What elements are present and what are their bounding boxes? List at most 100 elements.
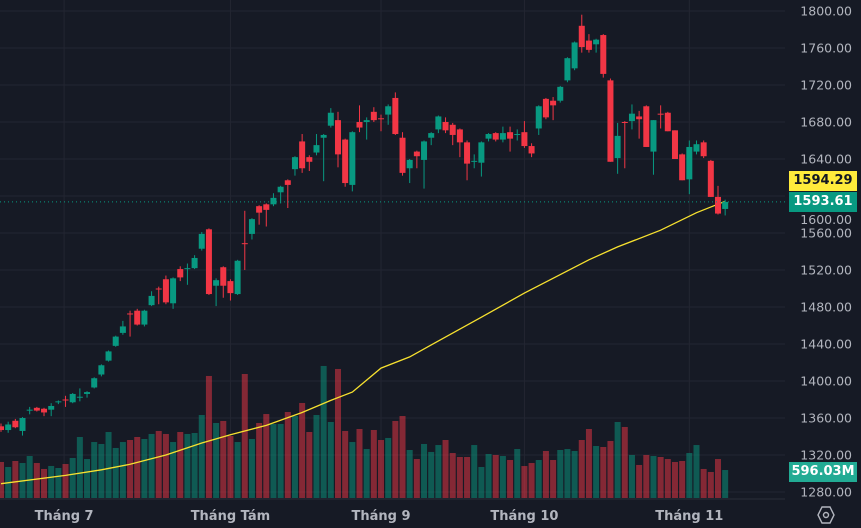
volume-bar <box>643 454 650 498</box>
moving-average-line <box>0 200 726 485</box>
volume-bar <box>119 442 126 498</box>
price-tick-label: 1520.00 <box>800 263 852 278</box>
candle-body <box>334 120 341 155</box>
candle-body <box>657 113 664 115</box>
volume-bar <box>33 463 40 498</box>
volume-bar <box>306 432 313 498</box>
volume-bar <box>26 456 33 498</box>
candle-body <box>428 133 435 138</box>
price-axis: 1800.00 1760.00 1720.00 1680.00 1640.00 1600.… <box>800 4 852 500</box>
candle-body <box>98 365 105 375</box>
volume-bar <box>234 442 241 498</box>
volume-bar <box>607 440 614 498</box>
volume-bar <box>84 459 91 498</box>
candle-body <box>0 426 4 431</box>
volume-bar <box>686 453 693 498</box>
volume-bar <box>191 432 198 498</box>
candle-body <box>621 122 628 123</box>
volume-bar <box>471 445 478 498</box>
volume-bar <box>277 423 284 498</box>
volume-bar <box>722 470 729 498</box>
candle-body <box>198 233 205 249</box>
volume-bar <box>528 463 535 498</box>
time-tick-label: Tháng 7 <box>35 509 94 524</box>
candle-body <box>485 134 492 139</box>
candle-body <box>306 157 313 162</box>
volume-bar <box>657 456 664 498</box>
candle-body <box>241 243 248 245</box>
candle-body <box>679 154 686 181</box>
candle-body <box>722 201 729 209</box>
candle-body <box>507 132 514 139</box>
volume-bar <box>600 446 607 498</box>
volume-bar <box>521 466 528 498</box>
volume-bar <box>69 457 76 498</box>
volume-bar <box>177 432 184 498</box>
candle-body <box>191 257 198 269</box>
volume-bar <box>162 433 169 498</box>
candle-body <box>62 399 69 401</box>
volume-bar <box>248 439 255 498</box>
candle-body <box>664 112 671 132</box>
candle-body <box>256 206 263 213</box>
price-tick-label: 1600.00 <box>800 212 852 227</box>
volume-bar <box>370 429 377 498</box>
volume-bar <box>707 471 714 498</box>
volume-bar <box>170 442 177 498</box>
volume-bar <box>585 429 592 498</box>
candle-body <box>84 392 91 394</box>
candle-body <box>213 280 220 286</box>
candle-body <box>550 100 557 106</box>
volume-bar <box>270 423 277 498</box>
volume-bar <box>406 449 413 498</box>
candle-body <box>277 186 284 193</box>
volume-bar <box>492 454 499 498</box>
volume-bar <box>671 461 678 498</box>
price-tick-label: 1720.00 <box>800 78 852 93</box>
price-tick-label: 1640.00 <box>800 152 852 167</box>
candle-body <box>5 424 12 431</box>
price-tick-label: 1400.00 <box>800 374 852 389</box>
volume-bar <box>12 460 19 498</box>
volume-bar <box>220 420 227 498</box>
candle-body <box>542 98 549 118</box>
volume-bar <box>621 426 628 498</box>
volume-bar <box>313 415 320 498</box>
time-tick-label: Tháng 9 <box>351 509 410 524</box>
volume-bar <box>134 436 141 498</box>
candle-body <box>471 160 478 162</box>
volume-bar <box>363 449 370 498</box>
candle-body <box>227 281 234 294</box>
candle-body <box>643 106 650 147</box>
volume-bar <box>349 442 356 498</box>
volume-bar <box>205 375 212 498</box>
settings-icon[interactable] <box>816 505 836 525</box>
candle-body <box>299 141 306 169</box>
candle-body <box>499 133 506 140</box>
candle-body <box>378 118 385 120</box>
volume-bar <box>564 449 571 498</box>
volume-bar <box>557 449 564 498</box>
volume-bar <box>485 453 492 498</box>
volume-bar <box>478 466 485 498</box>
price-tick-label: 1480.00 <box>800 300 852 315</box>
volume-bar <box>55 467 62 498</box>
volume-bar <box>356 429 363 498</box>
candle-body <box>528 146 535 154</box>
time-tick-label: Tháng 10 <box>490 509 558 524</box>
volume-bar <box>442 439 449 498</box>
volume-bar <box>550 460 557 498</box>
volume-bar <box>413 459 420 498</box>
candle-body <box>148 295 155 306</box>
candle-body <box>413 151 420 157</box>
candle-body <box>492 133 499 140</box>
volume-bar <box>184 433 191 498</box>
time-tick-label: Tháng 11 <box>655 509 723 524</box>
candle-body <box>33 407 40 411</box>
volume-bar <box>98 443 105 498</box>
candle-body <box>26 409 33 411</box>
candle-body <box>607 80 614 162</box>
candle-body <box>313 145 320 153</box>
